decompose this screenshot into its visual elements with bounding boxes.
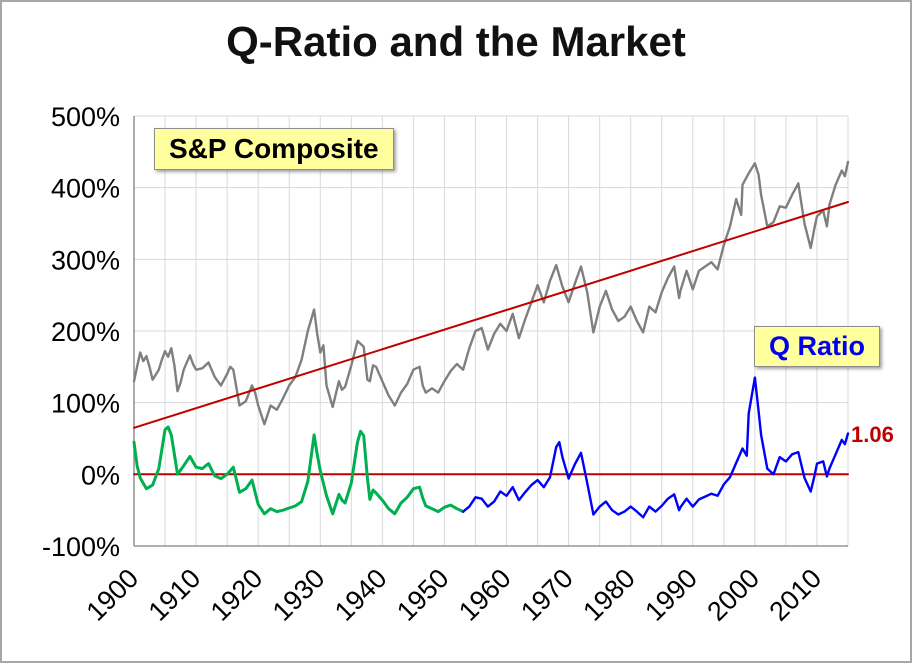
svg-text:400%: 400% bbox=[51, 174, 120, 204]
q-ratio-label-box: Q Ratio bbox=[754, 326, 881, 367]
svg-text:1920: 1920 bbox=[205, 563, 269, 627]
svg-text:1950: 1950 bbox=[391, 563, 455, 627]
svg-text:1990: 1990 bbox=[639, 563, 703, 627]
svg-text:1930: 1930 bbox=[267, 563, 331, 627]
svg-text:200%: 200% bbox=[51, 317, 120, 347]
svg-text:1940: 1940 bbox=[329, 563, 393, 627]
svg-text:1900: 1900 bbox=[81, 563, 145, 627]
svg-text:-100%: -100% bbox=[42, 532, 120, 562]
svg-text:1980: 1980 bbox=[577, 563, 641, 627]
svg-text:100%: 100% bbox=[51, 389, 120, 419]
svg-text:1910: 1910 bbox=[143, 563, 207, 627]
svg-text:1970: 1970 bbox=[515, 563, 579, 627]
chart-title: Q-Ratio and the Market bbox=[226, 18, 686, 65]
svg-text:300%: 300% bbox=[51, 245, 120, 275]
svg-text:0%: 0% bbox=[81, 460, 120, 490]
svg-text:1960: 1960 bbox=[453, 563, 517, 627]
last-value-label: 1.06 bbox=[851, 422, 894, 447]
svg-text:500%: 500% bbox=[51, 102, 120, 132]
svg-text:2010: 2010 bbox=[764, 563, 828, 627]
svg-text:2000: 2000 bbox=[701, 563, 765, 627]
sp-composite-label-box: S&P Composite bbox=[154, 128, 394, 170]
